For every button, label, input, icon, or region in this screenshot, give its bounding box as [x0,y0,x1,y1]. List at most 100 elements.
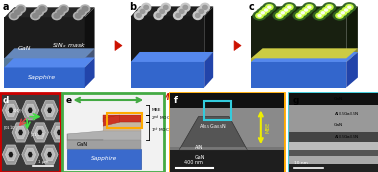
Circle shape [322,7,330,13]
Circle shape [283,3,296,12]
Polygon shape [85,57,94,88]
Circle shape [263,3,276,12]
Circle shape [280,6,293,14]
Circle shape [164,5,168,9]
Circle shape [193,11,202,19]
Circle shape [31,12,40,20]
Circle shape [138,7,147,15]
Text: Al$_{0.5}$Ga$_{0.5}$N: Al$_{0.5}$Ga$_{0.5}$N [334,110,359,118]
Circle shape [52,12,62,20]
Circle shape [160,9,164,13]
Bar [131,62,204,88]
Circle shape [338,14,341,17]
Circle shape [260,6,273,14]
Circle shape [336,13,343,18]
Circle shape [13,8,22,16]
Circle shape [318,14,321,17]
Text: 10 nm: 10 nm [294,161,307,165]
Circle shape [256,8,269,17]
Circle shape [278,14,281,17]
Circle shape [301,12,304,14]
Polygon shape [251,6,358,16]
Circle shape [319,10,327,15]
Circle shape [344,9,348,11]
Bar [67,134,103,139]
Circle shape [57,10,63,15]
Bar [170,150,284,172]
Circle shape [39,7,45,11]
Text: 1 μm: 1 μm [38,159,49,164]
Circle shape [336,8,349,17]
Polygon shape [85,7,94,58]
Circle shape [303,3,316,12]
Circle shape [140,9,145,13]
Circle shape [16,5,25,13]
Circle shape [82,7,88,11]
Circle shape [298,14,301,17]
Text: GaN: GaN [334,122,343,127]
Circle shape [279,10,287,15]
Circle shape [199,9,204,13]
Polygon shape [251,48,358,58]
Circle shape [281,12,284,14]
Bar [289,93,378,105]
Polygon shape [5,7,94,17]
Text: GaN: GaN [334,97,343,101]
Polygon shape [179,117,247,150]
Bar [204,101,231,120]
Circle shape [137,13,141,17]
Text: Al$_{0.5}$Ga$_{0.5}$N: Al$_{0.5}$Ga$_{0.5}$N [199,122,227,131]
Text: 2$^{nd}$ MOCVD: 2$^{nd}$ MOCVD [151,114,178,123]
Circle shape [183,5,187,9]
Circle shape [321,12,324,14]
Circle shape [75,14,81,18]
Bar [289,132,378,142]
Bar [5,17,85,58]
Circle shape [306,5,313,10]
Circle shape [339,10,347,15]
Circle shape [9,12,19,20]
Circle shape [79,10,84,15]
Circle shape [324,9,328,11]
Text: SiN$_x$ mask: SiN$_x$ mask [52,41,86,50]
Circle shape [325,5,333,10]
Circle shape [134,11,144,19]
Circle shape [56,8,65,16]
Text: b: b [129,2,136,12]
Circle shape [73,12,83,20]
Polygon shape [131,6,213,16]
Circle shape [154,11,163,19]
Circle shape [258,14,261,17]
Text: a: a [2,2,9,12]
Circle shape [176,13,180,17]
Polygon shape [5,57,94,67]
Circle shape [256,13,263,18]
Text: e: e [65,96,71,105]
Circle shape [286,5,293,10]
Text: [2$\bar{1}\bar{1}$0]: [2$\bar{1}\bar{1}$0] [30,132,45,140]
Circle shape [11,14,17,18]
Circle shape [177,7,186,15]
Bar [289,105,378,132]
Bar [251,16,346,58]
Text: 1$^{st}$ MOCVD: 1$^{st}$ MOCVD [151,127,177,135]
Circle shape [328,6,331,8]
Text: [01$\bar{1}$0]: [01$\bar{1}$0] [3,125,18,133]
Polygon shape [346,48,358,62]
Circle shape [15,10,20,15]
Circle shape [18,7,23,11]
Circle shape [37,5,47,13]
Bar [67,149,141,169]
Circle shape [174,11,183,19]
Circle shape [333,11,346,20]
Text: [0001]: [0001] [7,109,21,113]
Polygon shape [85,48,94,67]
Text: MBE: MBE [151,108,161,112]
Circle shape [302,7,310,13]
Circle shape [285,9,288,11]
Circle shape [253,11,266,20]
Text: f: f [174,96,178,105]
Circle shape [197,7,206,15]
Text: SiN$_x$ mask: SiN$_x$ mask [77,133,101,141]
Polygon shape [103,115,119,126]
